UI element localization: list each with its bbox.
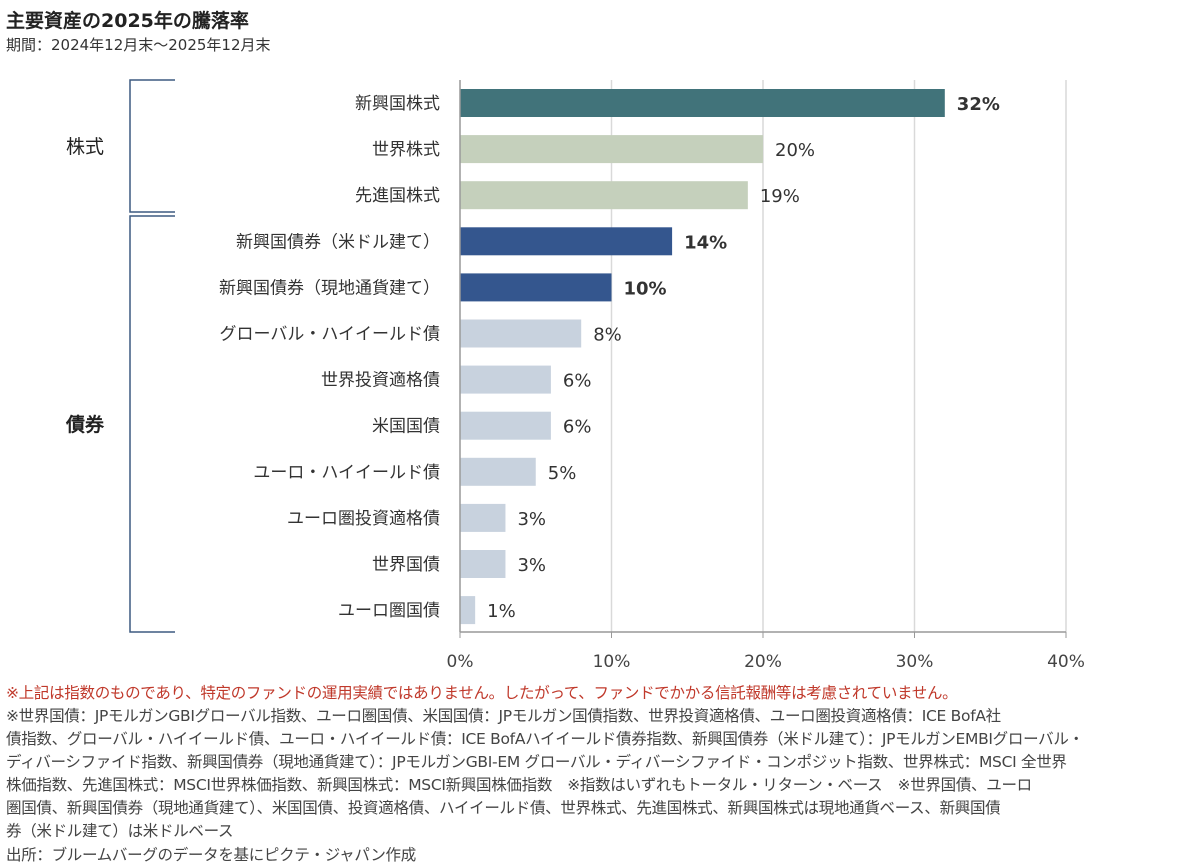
category-label: 世界株式 xyxy=(372,140,440,160)
bar-chart: 0% 10% 20% 30% 40% 新興国株式 32% 世界株式 20% 先進国株式 19% 新興国… xyxy=(65,79,1085,672)
source-note: 出所：ブルームバーグのデータを基にピクテ・ジャパン作成 xyxy=(6,846,416,864)
bar xyxy=(460,411,551,440)
group-label: 債券 xyxy=(65,413,105,436)
group-bracket xyxy=(129,215,175,633)
x-tick-label: 40% xyxy=(1047,652,1085,672)
category-label: 新興国株式 xyxy=(355,94,440,114)
category-label: 先進国株式 xyxy=(355,186,440,206)
bar xyxy=(460,319,582,348)
bar xyxy=(460,596,476,625)
data-label: 3% xyxy=(517,509,546,530)
footnote-line: 株価指数、先進国株式：MSCI世界株価指数、新興国株式：MSCI新興国株価指数 … xyxy=(6,776,1032,794)
category-label: ユーロ圏国債 xyxy=(338,601,440,621)
x-tick-label: 0% xyxy=(447,652,474,672)
data-label: 5% xyxy=(548,463,577,484)
bar xyxy=(460,503,506,532)
x-tick-label: 10% xyxy=(593,652,631,672)
footnote-line: ディバーシファイド指数、新興国債券（現地通貨建て）：JPモルガンGBI-EM グ… xyxy=(6,753,1067,771)
footnote-line: 券（米ドル建て）は米ドルベース xyxy=(6,822,234,840)
x-tick-label: 20% xyxy=(744,652,782,672)
group-bracket xyxy=(129,79,175,213)
bar xyxy=(460,89,945,117)
category-label: 新興国債券（現地通貨建て） xyxy=(219,278,440,298)
data-label: 14% xyxy=(684,232,727,253)
footnote-line: ※世界国債：JPモルガンGBIグローバル指数、ユーロ圏国債、米国国債：JPモルガ… xyxy=(6,707,1001,725)
category-label: 世界投資適格債 xyxy=(321,371,440,391)
data-label: 8% xyxy=(593,325,622,346)
data-label: 10% xyxy=(624,278,667,299)
footnote-line: 圏国債、新興国債券（現地通貨建て）、米国国債、投資適格債、ハイイールド債、世界株… xyxy=(6,799,1001,817)
data-label: 6% xyxy=(563,371,592,392)
category-label: ユーロ・ハイイールド債 xyxy=(253,463,440,483)
bar xyxy=(460,273,612,302)
x-tick-label: 30% xyxy=(896,652,934,672)
category-label: 新興国債券（米ドル建て） xyxy=(236,232,440,252)
bar xyxy=(460,365,551,394)
bar xyxy=(460,181,748,210)
category-label: グローバル・ハイイールド債 xyxy=(220,325,441,345)
bar xyxy=(460,135,763,164)
bar xyxy=(460,457,536,486)
bar xyxy=(460,227,673,256)
category-label: 世界国債 xyxy=(372,555,440,575)
data-label: 6% xyxy=(563,417,592,438)
chart-subtitle: 期間：2024年12月末～2025年12月末 xyxy=(6,36,271,54)
chart-title: 主要資産の2025年の騰落率 xyxy=(6,10,249,32)
disclaimer-note: ※上記は指数のものであり、特定のファンドの運用実績ではありません。したがって、フ… xyxy=(6,684,958,702)
data-label: 32% xyxy=(957,94,1000,115)
category-label: ユーロ圏投資適格債 xyxy=(287,509,440,529)
data-label: 1% xyxy=(487,601,516,622)
data-label: 3% xyxy=(517,555,546,576)
footnote-line: 債指数、グローバル・ハイイールド債、ユーロ・ハイイールド債：ICE BofAハイ… xyxy=(6,730,1084,748)
data-label: 19% xyxy=(760,186,800,207)
bar xyxy=(460,550,506,578)
category-label: 米国国債 xyxy=(372,417,440,437)
group-label: 株式 xyxy=(66,136,104,158)
data-label: 20% xyxy=(775,140,815,161)
